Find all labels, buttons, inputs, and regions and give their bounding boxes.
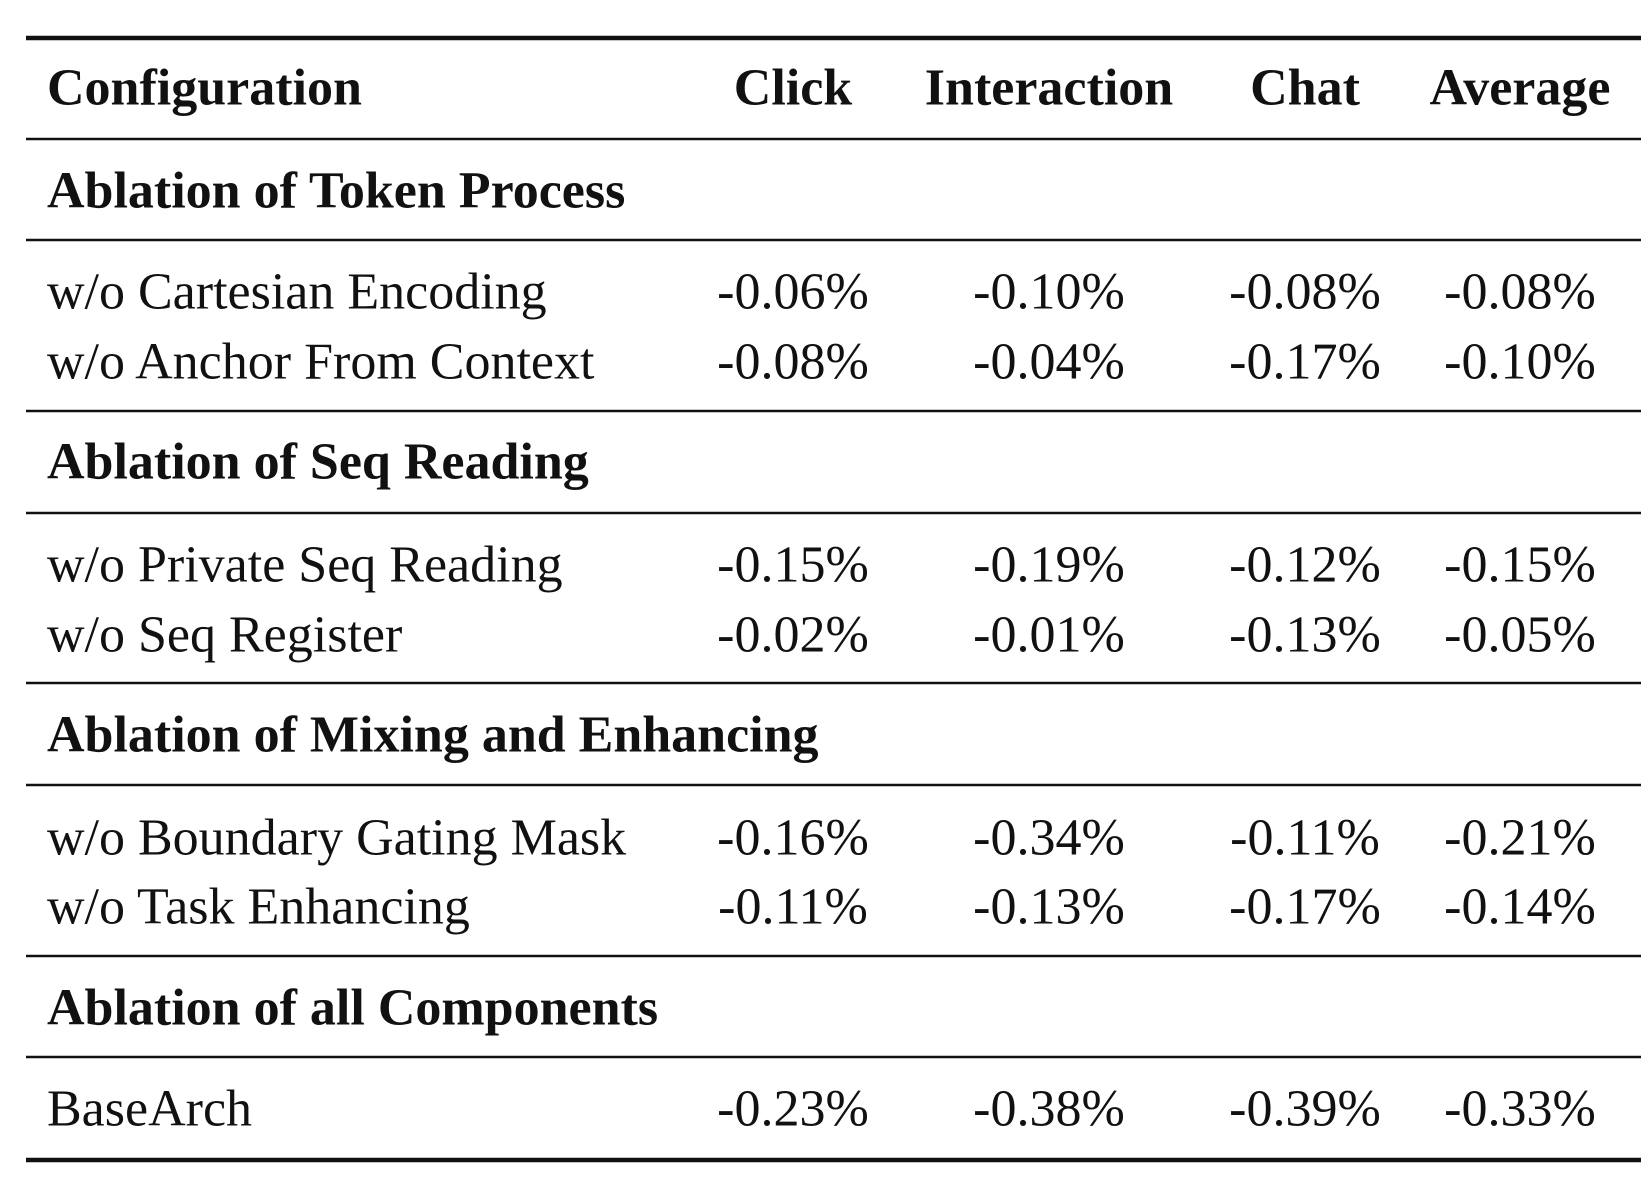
cell-value: -0.19% [973, 537, 1125, 594]
cell-value: -0.06% [717, 264, 869, 321]
row-label: w/o Task Enhancing [47, 879, 470, 936]
cell-value: -0.10% [973, 264, 1125, 321]
cell-value: -0.17% [1229, 879, 1381, 936]
cell-value: -0.34% [973, 810, 1125, 867]
cell-value: -0.17% [1229, 334, 1381, 391]
cell-value: -0.08% [1229, 264, 1381, 321]
cell-value: -0.16% [717, 810, 869, 867]
section-title: Ablation of Seq Reading [47, 434, 589, 491]
cell-value: -0.15% [717, 537, 869, 594]
cell-value: -0.21% [1444, 810, 1596, 867]
cell-value: -0.12% [1229, 537, 1381, 594]
cell-value: -0.33% [1444, 1081, 1596, 1138]
cell-value: -0.02% [717, 607, 869, 664]
row-label: BaseArch [47, 1081, 252, 1138]
cell-value: -0.10% [1444, 334, 1596, 391]
row-label: w/o Cartesian Encoding [47, 264, 547, 321]
row-label: w/o Private Seq Reading [47, 537, 563, 594]
column-header: Chat [1250, 60, 1360, 117]
cell-value: -0.13% [973, 879, 1125, 936]
column-header: Interaction [925, 60, 1173, 117]
cell-value: -0.14% [1444, 879, 1596, 936]
cell-value: -0.38% [973, 1081, 1125, 1138]
cell-value: -0.04% [973, 334, 1125, 391]
row-label: w/o Anchor From Context [47, 334, 595, 391]
cell-value: -0.08% [717, 334, 869, 391]
section-title: Ablation of Mixing and Enhancing [47, 707, 819, 764]
cell-value: -0.39% [1229, 1081, 1381, 1138]
row-label: w/o Boundary Gating Mask [47, 810, 626, 867]
column-header: Configuration [47, 60, 362, 117]
cell-value: -0.15% [1444, 537, 1596, 594]
cell-value: -0.11% [718, 879, 868, 936]
column-header: Average [1430, 60, 1611, 117]
cell-value: -0.11% [1230, 810, 1380, 867]
section-title: Ablation of all Components [47, 980, 658, 1037]
cell-value: -0.01% [973, 607, 1125, 664]
cell-value: -0.23% [717, 1081, 869, 1138]
cell-value: -0.13% [1229, 607, 1381, 664]
cell-value: -0.08% [1444, 264, 1596, 321]
row-label: w/o Seq Register [47, 607, 402, 664]
section-title: Ablation of Token Process [47, 163, 625, 220]
column-header: Click [734, 60, 853, 117]
cell-value: -0.05% [1444, 607, 1596, 664]
